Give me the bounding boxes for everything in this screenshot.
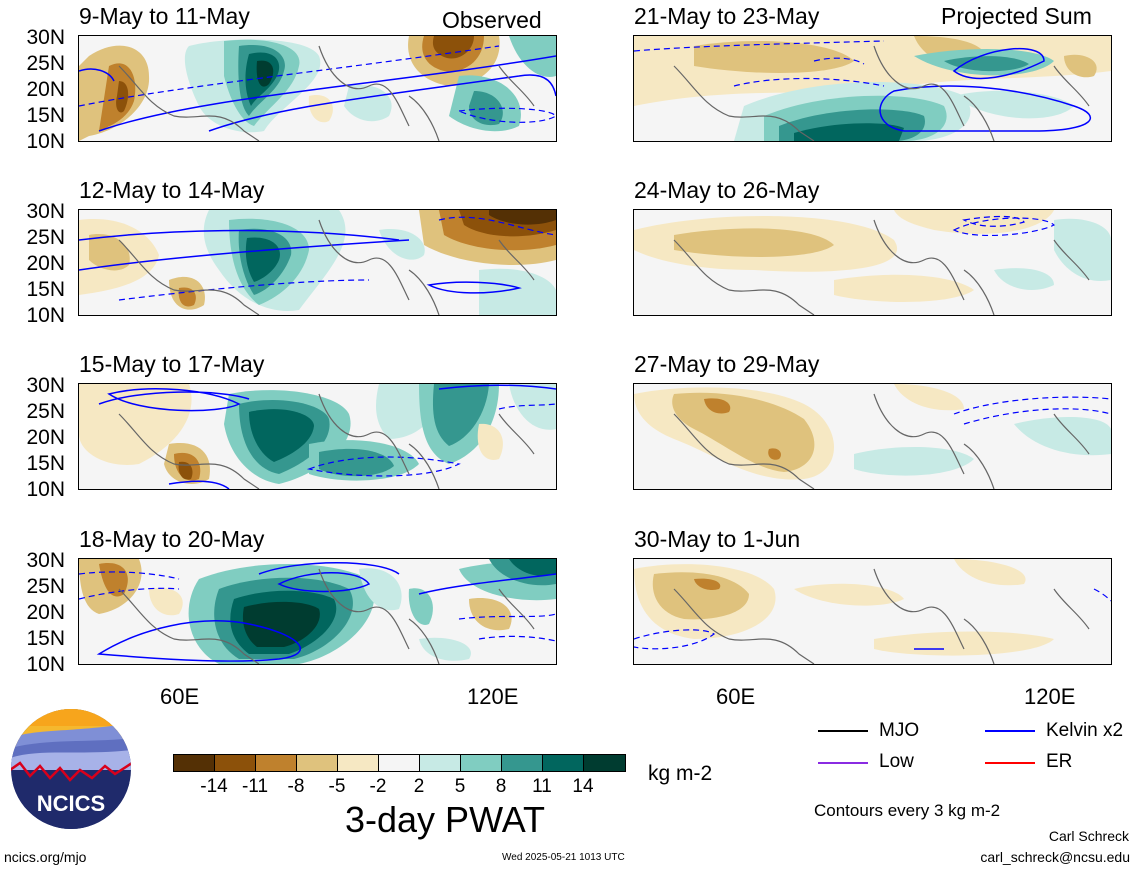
lat-label: 25N — [26, 226, 65, 249]
lat-label: 10N — [26, 304, 65, 327]
colorbar-swatch — [214, 754, 256, 772]
colorbar-label: 5 — [454, 776, 466, 797]
colorbar-swatch — [460, 754, 502, 772]
panel-title-proj-1: 21-May to 23-May — [634, 3, 820, 29]
panel-title-obs-1: 9-May to 11-May — [79, 3, 250, 29]
footer-url[interactable]: ncics.org/mjo — [4, 849, 87, 865]
lat-label: 20N — [26, 78, 65, 101]
colorbar-swatch — [501, 754, 543, 772]
panel-title-obs-2: 12-May to 14-May — [79, 177, 265, 203]
lat-label: 15N — [26, 627, 65, 650]
colorbar-label: 14 — [572, 776, 594, 797]
legend-label-low: Low — [879, 751, 914, 772]
colorbar-swatch — [583, 754, 626, 772]
colorbar-label: -14 — [200, 776, 228, 797]
footer-email[interactable]: carl_schreck@ncsu.edu — [980, 849, 1130, 865]
panel-title-proj-4: 30-May to 1-Jun — [634, 526, 801, 552]
colorbar-label: -11 — [241, 776, 269, 797]
lat-label: 30N — [26, 549, 65, 572]
colorbar-swatch — [296, 754, 338, 772]
lon-label-right-120e: 120E — [1024, 684, 1076, 709]
colorbar-label: 2 — [413, 776, 425, 797]
colorbar-label: 8 — [495, 776, 507, 797]
map-observed-3 — [78, 383, 557, 490]
legend-label-kelvin: Kelvin x2 — [1046, 720, 1124, 741]
lon-label-left-120e: 120E — [467, 684, 519, 709]
colorbar-label: -5 — [328, 776, 346, 797]
footer-author: Carl Schreck — [1048, 828, 1129, 844]
contour-note: Contours every 3 kg m-2 — [814, 801, 1001, 820]
panel-title-proj-2: 24-May to 26-May — [634, 177, 820, 203]
map-projected-1 — [633, 35, 1112, 142]
observed-label: Observed — [442, 7, 542, 33]
legend-line-low — [818, 762, 868, 764]
legend-line-kelvin — [985, 730, 1035, 732]
lat-label: 30N — [26, 374, 65, 397]
footer-timestamp: Wed 2025-05-21 1013 UTC — [502, 852, 625, 863]
colorbar-units: kg m-2 — [648, 762, 713, 785]
legend-line-mjo — [818, 730, 868, 732]
map-observed-2 — [78, 209, 557, 316]
lat-label: 15N — [26, 452, 65, 475]
legend-line-er — [985, 762, 1035, 764]
legend-label-mjo: MJO — [879, 720, 920, 741]
map-observed-1 — [78, 35, 557, 142]
lat-label: 30N — [26, 200, 65, 223]
lat-label: 25N — [26, 400, 65, 423]
lat-label: 10N — [26, 653, 65, 676]
lat-label: 10N — [26, 130, 65, 153]
map-projected-4 — [633, 558, 1112, 665]
colorbar-swatch — [173, 754, 215, 772]
legend-label-er: ER — [1046, 751, 1073, 772]
lat-label: 15N — [26, 104, 65, 127]
lat-label: 30N — [26, 26, 65, 49]
lon-label-right-60e: 60E — [716, 684, 756, 709]
colorbar-swatch — [542, 754, 584, 772]
colorbar-label: -2 — [369, 776, 387, 797]
colorbar-swatch — [419, 754, 461, 772]
lon-label-left-60e: 60E — [160, 684, 200, 709]
lat-label: 20N — [26, 601, 65, 624]
lat-label: 20N — [26, 426, 65, 449]
lat-label: 25N — [26, 52, 65, 75]
map-projected-2 — [633, 209, 1112, 316]
colorbar-label: -8 — [287, 776, 305, 797]
lat-label: 15N — [26, 278, 65, 301]
panel-title-obs-3: 15-May to 17-May — [79, 351, 265, 377]
colorbar-label: 11 — [532, 776, 552, 797]
colorbar-swatch — [378, 754, 420, 772]
projected-label: Projected Sum — [941, 3, 1092, 29]
lat-label: 25N — [26, 575, 65, 598]
panel-title-obs-4: 18-May to 20-May — [79, 526, 265, 552]
map-projected-3 — [633, 383, 1112, 490]
panel-title-proj-3: 27-May to 29-May — [634, 351, 820, 377]
map-observed-4 — [78, 558, 557, 665]
lat-label: 10N — [26, 478, 65, 501]
logo-text: NCICS — [37, 791, 105, 816]
ncics-logo: NCICS — [10, 708, 132, 830]
lat-label: 20N — [26, 252, 65, 275]
figure-title: 3-day PWAT — [345, 799, 546, 840]
colorbar — [173, 754, 626, 772]
colorbar-swatch — [255, 754, 297, 772]
colorbar-swatch — [337, 754, 379, 772]
